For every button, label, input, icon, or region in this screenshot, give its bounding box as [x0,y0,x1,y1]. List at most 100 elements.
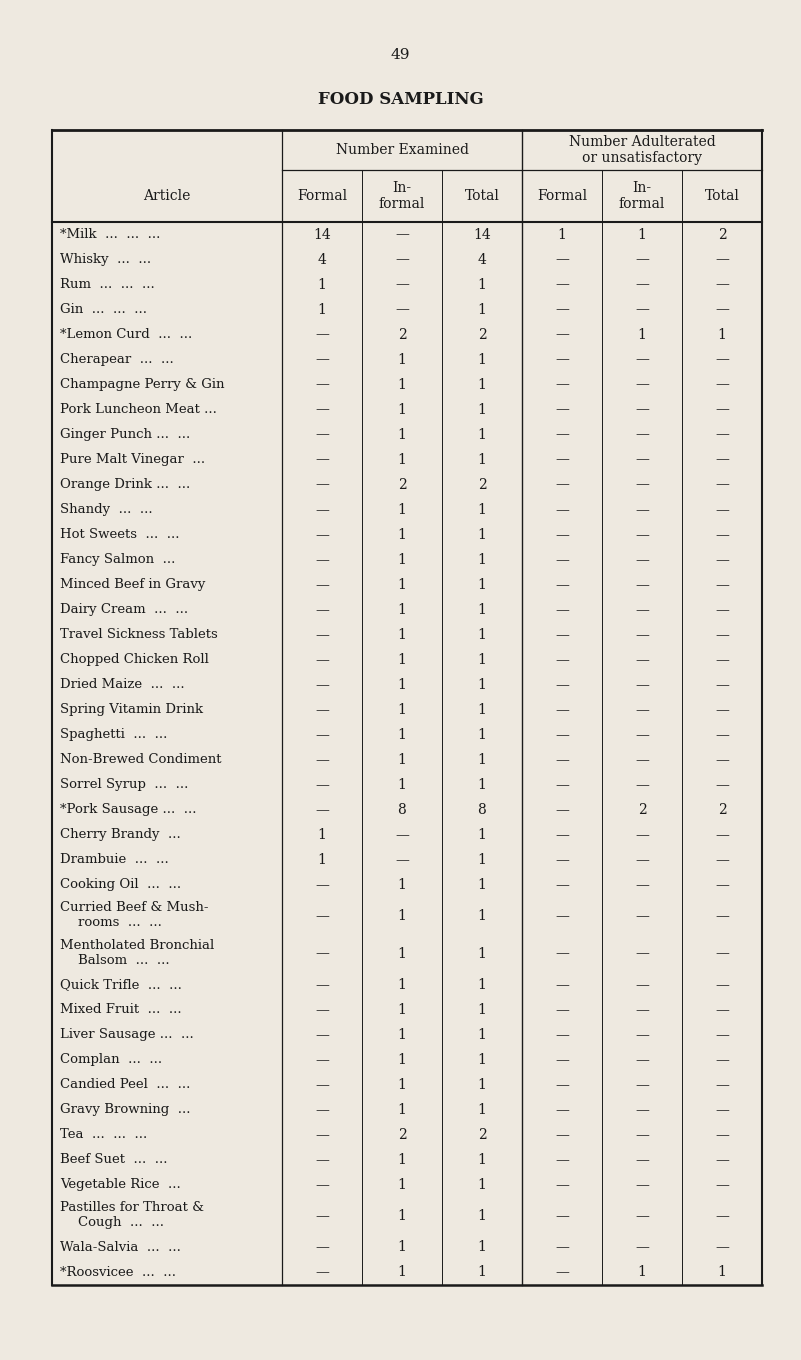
Text: —: — [315,1153,329,1167]
Text: —: — [635,277,649,291]
Text: 1: 1 [477,1053,486,1066]
Text: Beef Suet  ...  ...: Beef Suet ... ... [60,1153,167,1167]
Text: —: — [715,908,729,923]
Text: *Roosvicee  ...  ...: *Roosvicee ... ... [60,1266,176,1278]
Text: —: — [315,1028,329,1042]
Text: 1: 1 [477,602,486,616]
Text: —: — [395,227,409,242]
Text: *Pork Sausage ...  ...: *Pork Sausage ... ... [60,804,196,816]
Text: —: — [315,477,329,491]
Text: 1: 1 [477,1178,486,1191]
Text: —: — [395,277,409,291]
Text: 1: 1 [718,1266,727,1280]
Text: 4: 4 [317,253,327,267]
Text: 1: 1 [397,978,406,991]
Text: 1: 1 [477,628,486,642]
Text: Balsom  ...  ...: Balsom ... ... [78,953,170,967]
Text: —: — [715,1178,729,1191]
Text: —: — [555,877,569,892]
Text: —: — [635,1028,649,1042]
Text: —: — [555,1209,569,1223]
Text: 1: 1 [477,1078,486,1092]
Text: —: — [715,1240,729,1254]
Text: 1: 1 [477,1103,486,1117]
Text: —: — [715,978,729,991]
Text: Minced Beef in Gravy: Minced Beef in Gravy [60,578,205,592]
Text: —: — [555,947,569,960]
Text: Article: Article [143,189,191,203]
Text: Mixed Fruit  ...  ...: Mixed Fruit ... ... [60,1004,182,1016]
Text: —: — [635,302,649,317]
Text: 1: 1 [638,328,646,341]
Text: —: — [715,1103,729,1117]
Text: —: — [555,352,569,367]
Text: 1: 1 [397,628,406,642]
Text: —: — [555,302,569,317]
Text: FOOD SAMPLING: FOOD SAMPLING [318,91,483,109]
Text: Dried Maize  ...  ...: Dried Maize ... ... [60,679,184,691]
Text: —: — [315,628,329,642]
Text: —: — [315,1127,329,1142]
Text: 1: 1 [477,578,486,592]
Text: —: — [395,828,409,842]
Text: —: — [635,1153,649,1167]
Text: Mentholated Bronchial: Mentholated Bronchial [60,938,214,952]
Text: Gin  ...  ...  ...: Gin ... ... ... [60,303,147,316]
Text: 1: 1 [397,352,406,367]
Text: —: — [715,1002,729,1017]
Text: Orange Drink ...  ...: Orange Drink ... ... [60,479,191,491]
Text: Gravy Browning  ...: Gravy Browning ... [60,1103,191,1117]
Text: —: — [635,853,649,866]
Text: —: — [555,1240,569,1254]
Text: 1: 1 [477,877,486,892]
Text: 1: 1 [477,302,486,317]
Text: 1: 1 [477,728,486,741]
Text: —: — [635,1078,649,1092]
Text: —: — [635,503,649,517]
Text: —: — [315,1053,329,1066]
Text: 1: 1 [477,378,486,392]
Text: —: — [315,528,329,541]
Text: 1: 1 [397,703,406,717]
Text: —: — [635,1240,649,1254]
Text: —: — [315,653,329,666]
Text: —: — [715,453,729,466]
Text: —: — [315,427,329,442]
Text: —: — [555,1178,569,1191]
Text: Cough  ...  ...: Cough ... ... [78,1216,164,1229]
Text: —: — [315,352,329,367]
Text: 1: 1 [397,578,406,592]
Text: —: — [315,552,329,567]
Text: 1: 1 [477,1266,486,1280]
Text: —: — [315,1103,329,1117]
Text: Spring Vitamin Drink: Spring Vitamin Drink [60,703,203,717]
Text: —: — [635,703,649,717]
Text: Shandy  ...  ...: Shandy ... ... [60,503,153,517]
Text: 1: 1 [477,908,486,923]
Text: 1: 1 [317,828,327,842]
Text: —: — [555,1078,569,1092]
Text: —: — [315,947,329,960]
Text: 1: 1 [397,1266,406,1280]
Text: 1: 1 [477,1209,486,1223]
Text: 1: 1 [477,677,486,692]
Text: —: — [555,1002,569,1017]
Text: 1: 1 [397,1178,406,1191]
Text: —: — [635,778,649,792]
Text: 1: 1 [397,1053,406,1066]
Text: 1: 1 [397,552,406,567]
Text: —: — [555,378,569,392]
Text: —: — [635,1127,649,1142]
Text: Tea  ...  ...  ...: Tea ... ... ... [60,1129,147,1141]
Text: —: — [635,877,649,892]
Text: —: — [315,1002,329,1017]
Text: *Milk  ...  ...  ...: *Milk ... ... ... [60,228,160,241]
Text: Non-Brewed Condiment: Non-Brewed Condiment [60,753,222,766]
Text: —: — [555,853,569,866]
Text: 1: 1 [397,728,406,741]
Text: 8: 8 [397,802,406,817]
Text: 4: 4 [477,253,486,267]
Text: 1: 1 [397,677,406,692]
Text: —: — [395,302,409,317]
Text: 1: 1 [477,752,486,767]
